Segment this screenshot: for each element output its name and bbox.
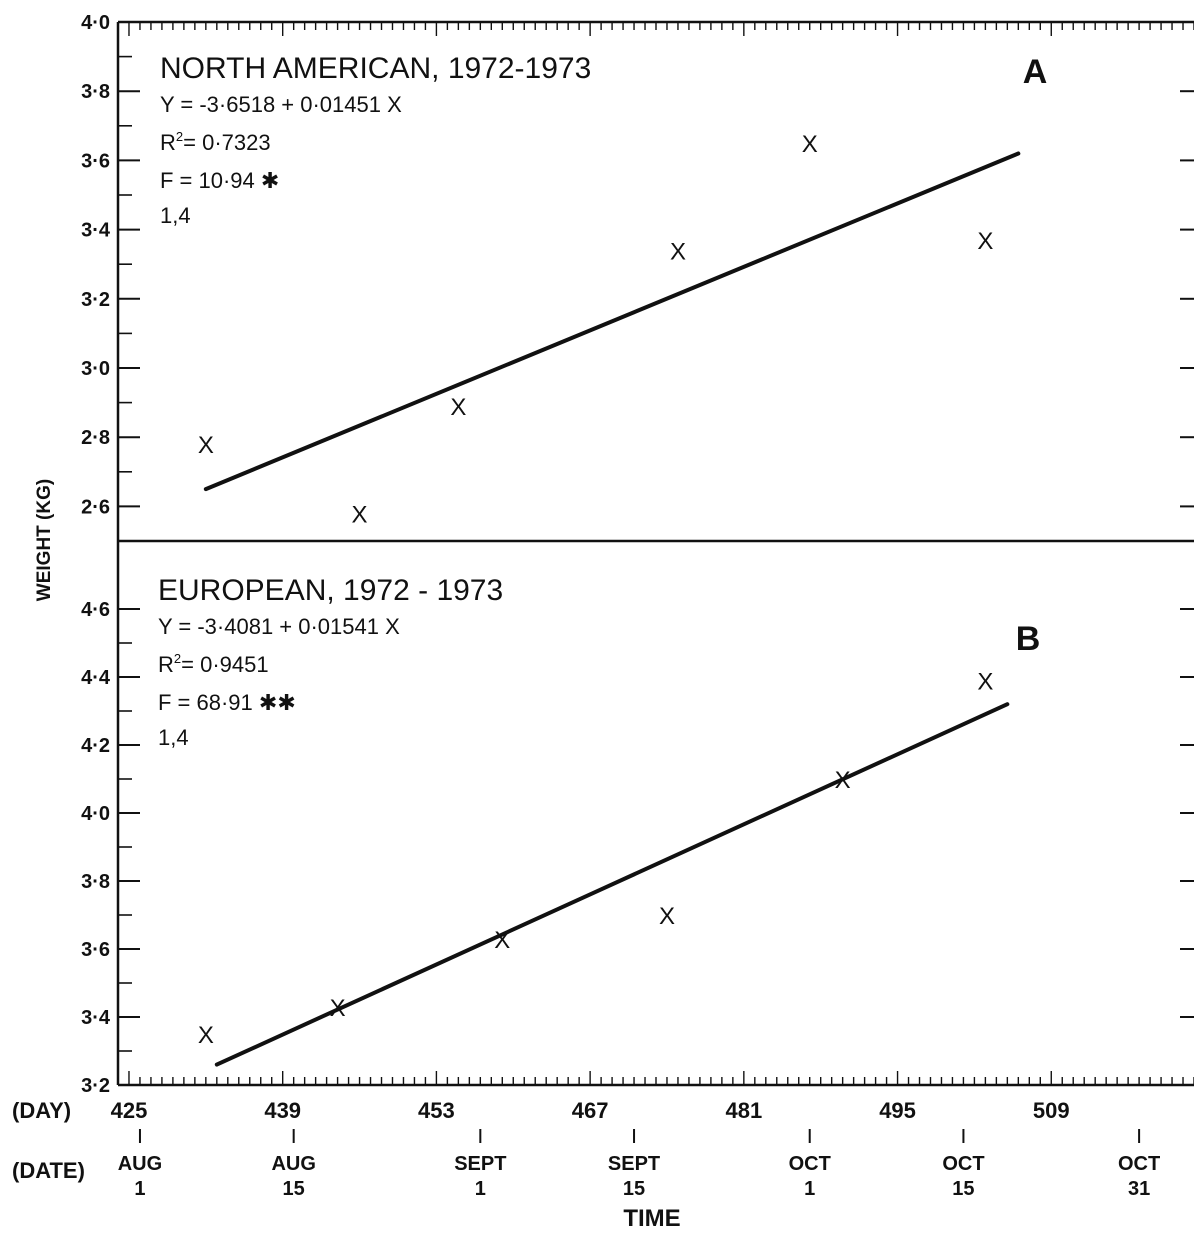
y-tick-label: 3·6 — [81, 150, 110, 172]
y-tick-label: 3·8 — [81, 871, 110, 893]
panel-title: NORTH AMERICAN, 1972-1973 — [160, 52, 591, 85]
date-tick-month: SEPT — [454, 1153, 506, 1175]
y-tick-label: 4·6 — [81, 599, 110, 621]
date-tick-month: SEPT — [608, 1153, 660, 1175]
data-point: X — [802, 131, 818, 158]
date-tick-month: AUG — [118, 1153, 162, 1175]
data-point: X — [977, 228, 993, 255]
date-tick-month: AUG — [271, 1153, 315, 1175]
day-tick-label: 509 — [1033, 1098, 1070, 1123]
day-tick-label: 467 — [572, 1098, 609, 1123]
panel-letter: A — [1023, 53, 1048, 91]
date-tick-day: 15 — [952, 1178, 974, 1200]
y-tick-label: 4·2 — [81, 735, 110, 757]
date-row-label: (DATE) — [12, 1158, 85, 1183]
y-tick-label: 4·0 — [81, 12, 110, 34]
f-statistic: F = 10·94 ✱ — [160, 168, 279, 193]
data-point: X — [659, 903, 675, 930]
regression-line — [203, 151, 1021, 492]
day-tick-label: 481 — [725, 1098, 762, 1123]
y-tick-label: 3·0 — [81, 358, 110, 380]
data-point: X — [330, 995, 346, 1022]
date-tick-day: 1 — [804, 1178, 815, 1200]
date-tick-month: OCT — [1118, 1153, 1160, 1175]
day-row-label: (DAY) — [12, 1098, 71, 1123]
y-tick-label: 3·4 — [81, 220, 111, 242]
data-point: X — [198, 432, 214, 459]
day-tick-label: 495 — [879, 1098, 916, 1123]
data-point: X — [198, 1022, 214, 1049]
y-tick-label: 4·0 — [81, 803, 110, 825]
panel-a-north-american: 2·6 2·8 3·0 3·2 3·4 3·6 3·8 4·0 X X X X X X A NORTH AME… — [81, 12, 1194, 528]
degrees-of-freedom: 1,4 — [160, 203, 191, 228]
date-tick-day: 31 — [1128, 1178, 1150, 1200]
date-tick-day: 15 — [283, 1178, 305, 1200]
data-point: X — [835, 767, 851, 794]
panel-b-european: 3·23·43·63·84·04·24·44·6XXXXXXBEUROPEAN,… — [81, 574, 1194, 1097]
data-point: X — [450, 394, 466, 421]
r-squared: R2= 0·7323 — [160, 129, 271, 155]
data-point: X — [670, 238, 686, 265]
day-tick-label: 439 — [264, 1098, 301, 1123]
shared-x-axis: (DAY) 425 439 453 467 481 495 509 (DATE) AUG 1 AUG 1… — [12, 1098, 1160, 1200]
y-tick-label: 3·4 — [81, 1007, 111, 1029]
regression-line — [214, 702, 1010, 1067]
plot-frame — [116, 20, 1194, 1087]
day-tick-label: 425 — [111, 1098, 148, 1123]
f-statistic: F = 68·91 ✱✱ — [158, 690, 296, 715]
date-tick-day: 15 — [623, 1178, 645, 1200]
date-tick-day: 1 — [134, 1178, 145, 1200]
panel-title: EUROPEAN, 1972 - 1973 — [158, 574, 503, 607]
day-tick-label: 453 — [418, 1098, 455, 1123]
date-tick-month: OCT — [942, 1153, 984, 1175]
y-tick-label: 3·2 — [81, 1075, 110, 1097]
data-point: X — [494, 927, 510, 954]
y-tick-label: 3·6 — [81, 939, 110, 961]
regression-equation: Y = -3·4081 + 0·01541 X — [158, 614, 400, 639]
y-tick-label: 2·8 — [81, 427, 110, 449]
date-tick-month: OCT — [789, 1153, 831, 1175]
y-tick-label: 3·2 — [81, 289, 110, 311]
y-tick-label: 2·6 — [81, 496, 110, 518]
degrees-of-freedom: 1,4 — [158, 725, 189, 750]
data-point: X — [977, 668, 993, 695]
regression-equation: Y = -3·6518 + 0·01451 X — [160, 92, 402, 117]
y-axis-label: WEIGHT (KG) — [34, 479, 55, 601]
data-point: X — [352, 501, 368, 528]
y-tick-label: 3·8 — [81, 81, 110, 103]
x-axis-label: TIME — [623, 1205, 680, 1232]
date-tick-day: 1 — [475, 1178, 486, 1200]
panel-letter: B — [1016, 620, 1041, 658]
r-squared: R2= 0·9451 — [158, 651, 269, 677]
y-tick-label: 4·4 — [81, 667, 111, 689]
